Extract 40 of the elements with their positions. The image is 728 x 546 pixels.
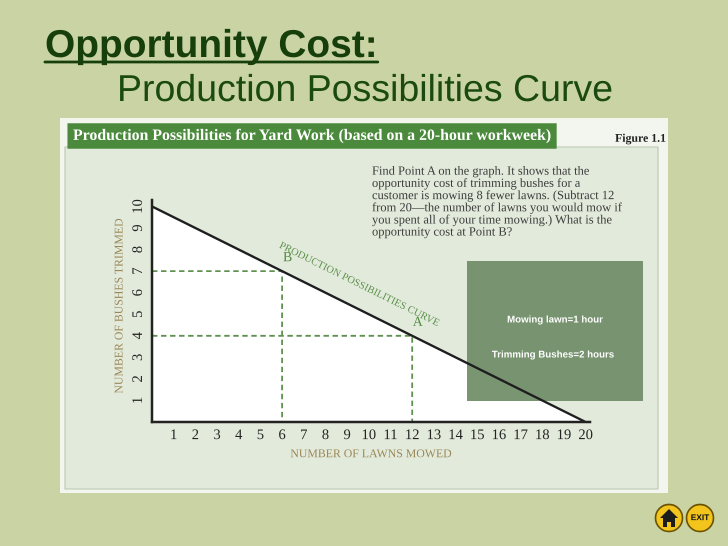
x-tick-label: 3 [214, 429, 220, 440]
y-tick-label: 7 [132, 268, 142, 274]
x-tick-label: 4 [235, 429, 242, 440]
x-tick-label: 15 [471, 429, 484, 440]
y-tick-label: 4 [132, 332, 142, 340]
x-tick-label: 11 [384, 429, 397, 440]
y-tick-label: 6 [132, 289, 142, 296]
y-tick-label: 1 [132, 398, 142, 403]
x-tick-label: 5 [258, 430, 264, 440]
x-tick-label: 19 [558, 429, 571, 440]
x-tick-label: 18 [536, 429, 550, 440]
x-tick-label: 9 [344, 429, 350, 440]
x-tick-label: 20 [579, 429, 592, 440]
chart-subtitle: Production Possibilities Curve [120, 74, 612, 102]
x-tick-label: 17 [514, 429, 528, 440]
y-tick-label: 2 [132, 376, 142, 382]
caption: Figure 1.1 [615, 134, 666, 144]
x-tick-label: 1 [171, 429, 176, 440]
annotation: Mowing lawn=1 hour [508, 315, 603, 325]
text: Production Possibilities for Yard Work (based on a 20-hour workweek) [73, 128, 550, 144]
y-axis-title: NUMBER OF BUSHES TRIMMED [114, 218, 123, 394]
x-tick-label: 2 [192, 429, 198, 440]
y-tick-label: 10 [132, 200, 142, 212]
x-tick-label: 14 [450, 429, 463, 440]
x-tick-label: 7 [301, 430, 308, 440]
text: EXIT [691, 514, 710, 520]
x-axis-title: NUMBER OF LAWNS MOWED [290, 449, 452, 458]
x-tick-label: 13 [428, 429, 441, 440]
x-tick-label: 6 [279, 429, 286, 440]
y-tick-label: 9 [132, 224, 142, 232]
x-tick-label: 8 [322, 429, 329, 440]
y-tick-label: 3 [132, 354, 142, 360]
x-tick-label: 12 [406, 429, 419, 440]
annotation: Find Point A on the graph. It shows that the opportunity cost of trimming bushes for a customer is mowing 8 fewer lawns. (Subtract 12 from 20—the number of lawns you would mow if you spent all of your time mowing.) What is the opportunity cost at Point B? [372, 166, 622, 238]
y-tick-label: 5 [132, 311, 142, 318]
x-tick-label: 10 [362, 429, 376, 440]
chart-title: Opportunity Cost: [46, 28, 374, 66]
annotation: Trimming Bushes=2 hours [492, 350, 614, 360]
x-tick-label: 16 [492, 429, 506, 440]
y-tick-label: 8 [132, 246, 142, 253]
